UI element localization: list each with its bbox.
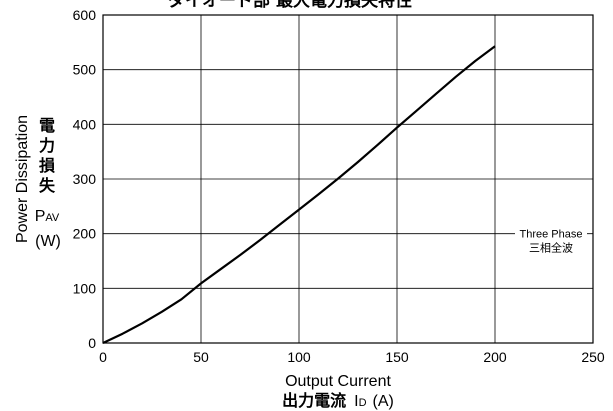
annotation: Three Phase 三相全波 bbox=[515, 225, 587, 255]
x-tick-label: 150 bbox=[385, 349, 409, 365]
y-axis-label: Power Dissipation bbox=[14, 115, 31, 243]
x-axis-symbol-subscript: D bbox=[359, 397, 367, 409]
x-tick-label: 250 bbox=[581, 349, 605, 365]
x-axis-label-jp: 出力電流 bbox=[282, 391, 346, 410]
y-axis-label-jp-2: 力 bbox=[39, 136, 55, 155]
y-axis-label-jp-1: 電 bbox=[39, 116, 55, 135]
y-tick-label: 300 bbox=[73, 171, 97, 187]
x-tick-label: 50 bbox=[193, 349, 209, 365]
y-axis-symbol-subscript: AV bbox=[45, 212, 60, 224]
series-layer bbox=[102, 45, 496, 344]
grid bbox=[103, 15, 593, 343]
x-tick-label: 100 bbox=[287, 349, 311, 365]
x-tick-label: 200 bbox=[483, 349, 507, 365]
x-axis-unit: (A) bbox=[373, 393, 394, 410]
y-tick-label: 0 bbox=[88, 335, 96, 351]
y-tick-label: 200 bbox=[73, 226, 97, 242]
series-line bbox=[102, 45, 496, 344]
y-axis-symbol: PAV bbox=[35, 208, 60, 225]
y-axis-label-jp-4: 失 bbox=[39, 176, 56, 195]
tick-labels: 0 50 100 150 200 250 0 100 200 300 400 500 600 bbox=[73, 7, 605, 365]
x-axis-label-jp-line: 出力電流 ID (A) bbox=[282, 391, 394, 410]
y-axis-unit: (W) bbox=[35, 233, 61, 250]
annotation-background bbox=[515, 225, 587, 254]
y-axis-symbol-letter: P bbox=[35, 208, 46, 225]
y-tick-label: 100 bbox=[73, 280, 97, 296]
y-tick-label: 400 bbox=[73, 116, 97, 132]
annotation-label: Three Phase bbox=[520, 229, 583, 241]
annotation-label-jp: 三相全波 bbox=[529, 241, 573, 255]
x-tick-label: 0 bbox=[99, 349, 107, 365]
x-axis-symbol: I bbox=[354, 393, 358, 410]
chart-title: ダイオード部 最大電力損失特性 bbox=[168, 0, 412, 11]
y-tick-label: 500 bbox=[73, 62, 97, 78]
y-axis-label-jp-3: 損 bbox=[39, 156, 56, 175]
plot-frame bbox=[102, 14, 594, 344]
x-axis-label: Output Current bbox=[285, 373, 391, 390]
y-tick-label: 600 bbox=[73, 7, 97, 23]
